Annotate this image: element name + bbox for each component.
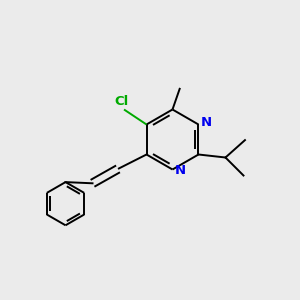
Text: N: N	[200, 116, 211, 129]
Text: Cl: Cl	[114, 95, 128, 108]
Text: N: N	[174, 164, 186, 177]
